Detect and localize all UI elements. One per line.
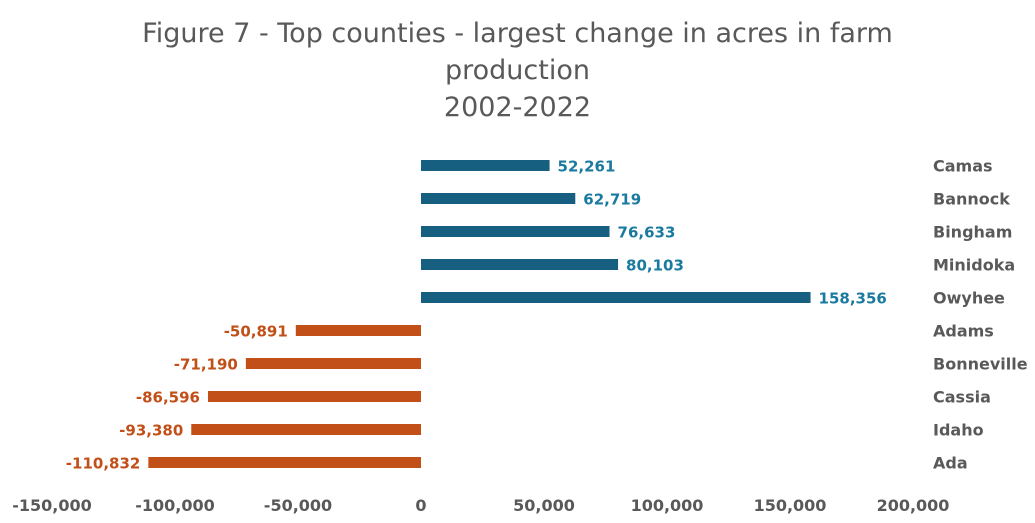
x-tick-label: 200,000 [877,496,950,515]
x-tick-label: 0 [415,496,426,515]
bar-bonneville [245,358,421,369]
data-label-bannock: 62,719 [583,191,641,209]
bar-adams [295,325,421,336]
bar-cassia [207,391,421,402]
bar-bingham [421,226,610,237]
category-label-cassia: Cassia [933,388,991,407]
category-label-ada: Ada [933,454,968,473]
bar-minidoka [421,259,619,270]
category-label-camas: Camas [933,157,993,176]
data-label-ada: -110,832 [66,455,141,473]
data-label-cassia: -86,596 [136,389,200,407]
bar-owyhee [421,292,811,303]
data-label-bingham: 76,633 [618,224,676,242]
data-label-bonneville: -71,190 [174,356,238,374]
x-tick-label: -100,000 [135,496,215,515]
category-label-bingham: Bingham [933,223,1012,242]
x-tick-label: -150,000 [12,496,92,515]
category-label-idaho: Idaho [933,421,984,440]
category-label-owyhee: Owyhee [933,289,1005,308]
x-tick-label: -50,000 [264,496,332,515]
category-label-bonneville: Bonneville [933,355,1028,374]
chart-title-line-1: Figure 7 - Top counties - largest change… [142,18,893,49]
data-label-minidoka: 80,103 [626,257,684,275]
data-label-idaho: -93,380 [119,422,183,440]
bar-idaho [191,424,421,435]
category-label-adams: Adams [933,322,994,341]
category-label-minidoka: Minidoka [933,256,1015,275]
category-label-bannock: Bannock [933,190,1010,209]
data-label-camas: 52,261 [558,158,616,176]
chart-title-line-3: 2002-2022 [443,92,592,123]
x-tick-label: 100,000 [631,496,704,515]
bar-camas [421,160,550,171]
chart-title-line-2: production [445,55,590,86]
bar-bannock [421,193,576,204]
bar-ada [148,457,422,468]
x-tick-label: 50,000 [513,496,575,515]
data-label-adams: -50,891 [224,323,288,341]
x-tick-label: 150,000 [754,496,827,515]
data-label-owyhee: 158,356 [819,290,887,308]
